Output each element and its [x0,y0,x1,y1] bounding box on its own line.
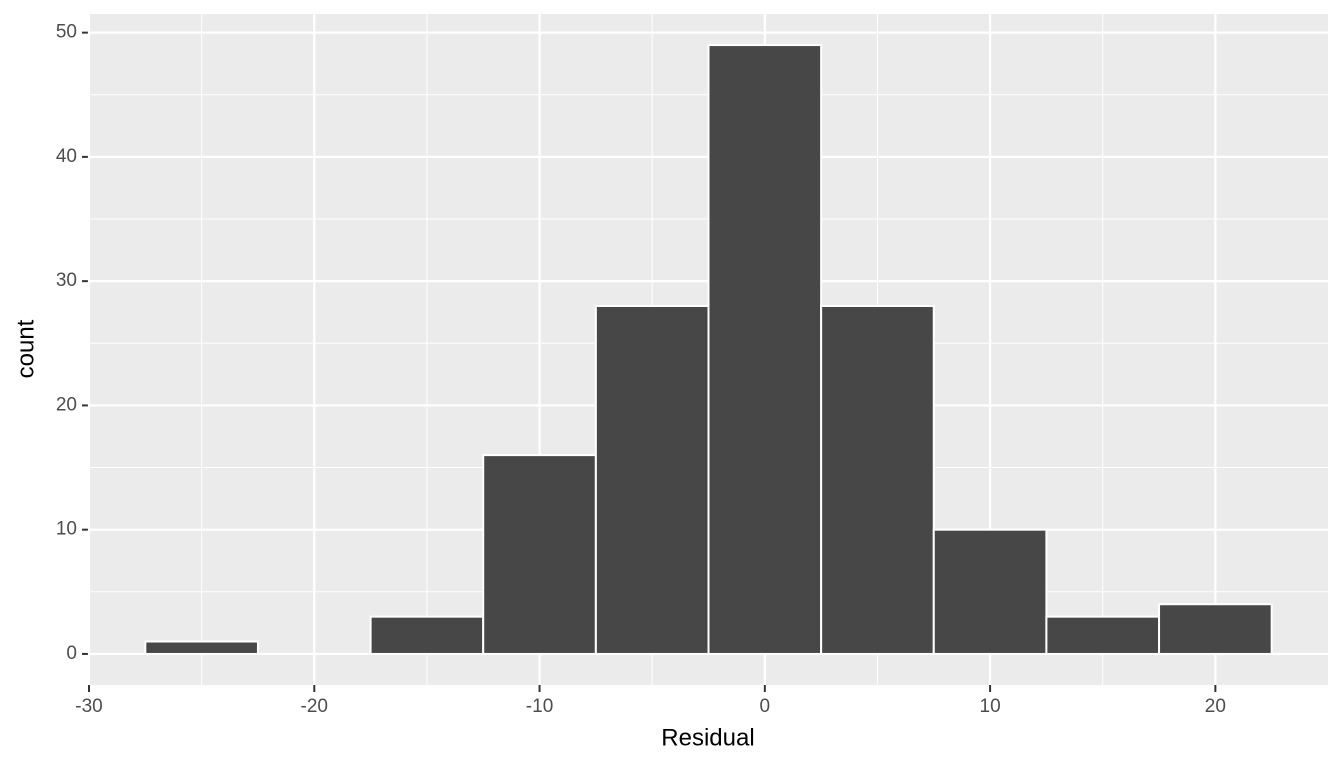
y-tick-label: 10 [56,519,77,540]
bar [144,640,259,655]
bar [594,305,710,655]
bar [932,528,1048,655]
x-tick-label: -30 [75,696,102,717]
bar [482,454,597,655]
y-tick-label: 40 [56,146,77,167]
x-tick-label: -20 [301,696,328,717]
y-tick-label: 0 [66,643,77,664]
bar [1158,603,1273,655]
y-axis-title: count [12,319,39,378]
bar [707,44,823,655]
x-tick-label: 20 [1205,696,1226,717]
y-tick-label: 20 [56,394,77,415]
bar [369,615,485,655]
y-tick-label: 50 [56,22,77,43]
y-tick-label: 30 [56,270,77,291]
bar [1045,615,1161,655]
x-tick-label: 0 [760,696,771,717]
x-tick-label: -10 [526,696,553,717]
x-axis-title: Residual [661,724,754,751]
x-tick-label: 10 [980,696,1001,717]
bar [820,305,935,655]
